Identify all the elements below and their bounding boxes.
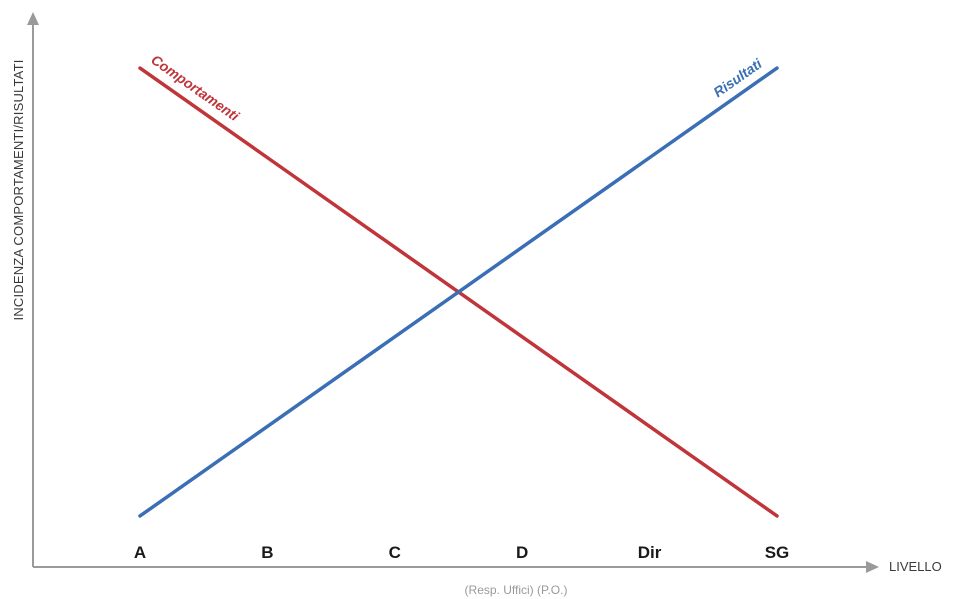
y-axis-arrow-icon <box>27 12 39 25</box>
x-tick-label-c: C <box>389 543 401 562</box>
x-axis-arrow-icon <box>866 561 879 573</box>
series-labels: Comportamenti Risultati <box>148 51 765 124</box>
series-line-risultati <box>138 66 779 518</box>
chart-subtitle: (Resp. Uffici) (P.O.) <box>465 583 568 597</box>
x-tick-labels: A B C D Dir SG <box>134 543 789 562</box>
x-tick-label-b: B <box>261 543 273 562</box>
x-tick-label-d: D <box>516 543 528 562</box>
series-label-comportamenti: Comportamenti <box>148 51 243 124</box>
y-axis-label: INCIDENZA COMPORTAMENTI/RISULTATI <box>11 59 26 320</box>
x-tick-label-sg: SG <box>765 543 790 562</box>
series-lines <box>138 66 779 518</box>
x-axis-label: LIVELLO <box>889 559 942 574</box>
x-tick-label-dir: Dir <box>638 543 662 562</box>
x-tick-label-a: A <box>134 543 146 562</box>
